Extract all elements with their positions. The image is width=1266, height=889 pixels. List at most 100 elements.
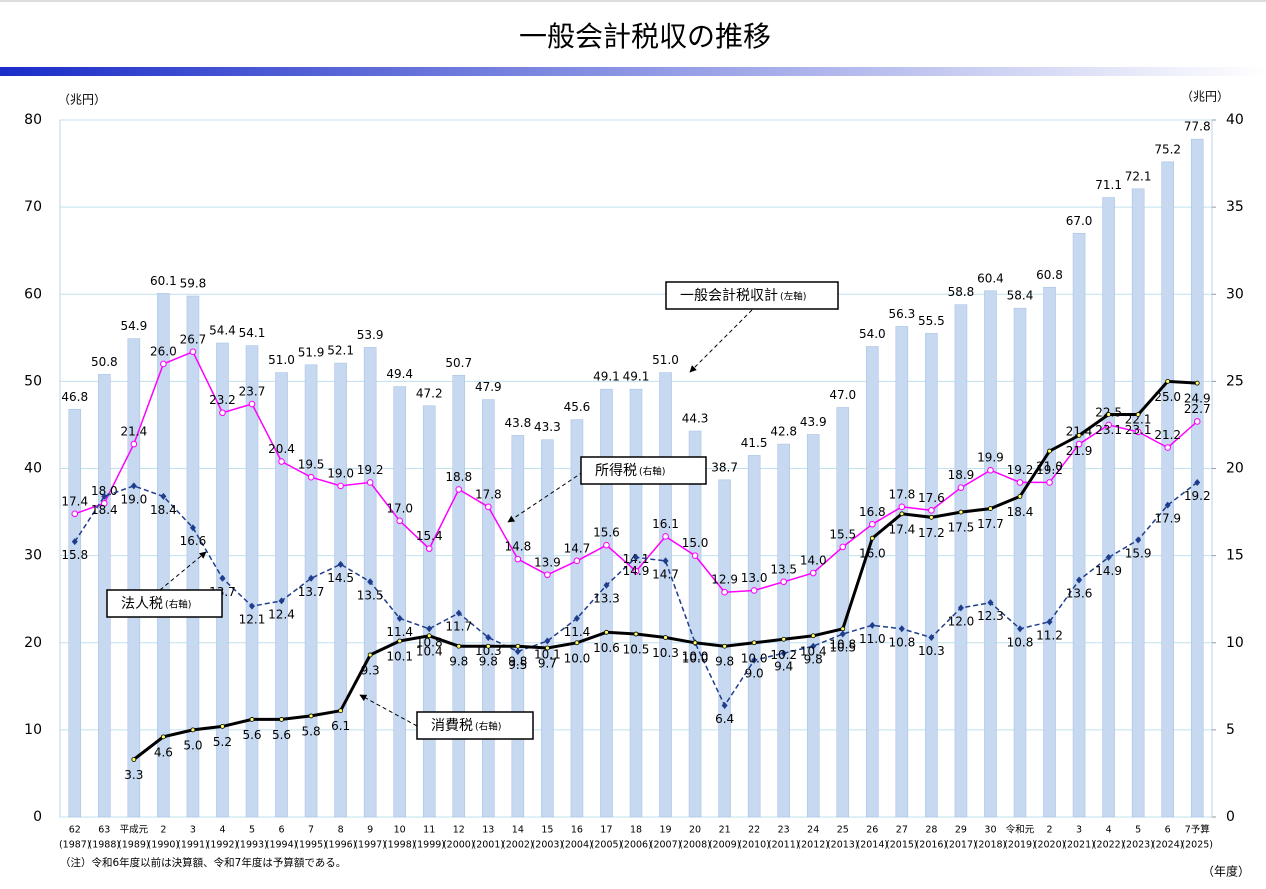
x-tick-label: 3: [1076, 825, 1082, 836]
line-value-label: 5.2: [213, 735, 232, 749]
x-tick-label: 17: [600, 825, 612, 836]
bar: [629, 388, 643, 818]
bar-value-label: 77.8: [1184, 120, 1211, 134]
line-marker: [307, 473, 315, 481]
line-marker: [928, 507, 935, 514]
line-value-label: 10.1: [386, 650, 413, 664]
bar: [452, 374, 466, 818]
line-value-label: 5.6: [242, 728, 261, 742]
bar: [511, 435, 525, 818]
line-marker: [367, 652, 373, 658]
line-value-label: 24.9: [1184, 392, 1211, 406]
line-value-label: 14.5: [327, 571, 354, 585]
line-marker: [249, 717, 255, 722]
line-value-label: 12.9: [711, 573, 738, 587]
line-value-label: 10.1: [534, 648, 561, 662]
bar-value-label: 47.2: [416, 386, 443, 400]
bar-value-label: 49.1: [623, 370, 650, 384]
bar-value-label: 47.0: [829, 388, 856, 402]
annotation-box: [665, 281, 839, 310]
legend-label: 法人税: [121, 596, 163, 612]
x-tick-label: 27: [896, 825, 908, 836]
line-marker: [248, 400, 256, 408]
bar: [1131, 188, 1145, 818]
line-value-label: 10.5: [623, 643, 650, 657]
line-value-label: 10.0: [682, 651, 709, 665]
bar-value-label: 43.9: [800, 415, 827, 429]
bar: [895, 326, 909, 818]
x-tick-label: 25: [837, 825, 849, 836]
line-value-label: 5.0: [183, 738, 202, 752]
y-tick-label: 50: [24, 373, 42, 389]
line-value-label: 21.2: [1154, 428, 1181, 442]
bar-value-label: 75.2: [1154, 142, 1181, 156]
line-value-label: 15.6: [593, 526, 620, 540]
line-value-label: 10.2: [770, 648, 797, 662]
line-marker: [101, 500, 108, 507]
line-marker: [308, 713, 314, 719]
line-marker: [189, 524, 196, 532]
line-value-label: 13.5: [357, 588, 384, 602]
x-tick-label: 3: [190, 825, 196, 836]
line-value-label: 9.8: [449, 655, 468, 669]
y-tick-label: 0: [33, 809, 42, 825]
line-value-label: 13.5: [770, 562, 797, 576]
x-tick-label: 7予算: [1185, 824, 1210, 836]
line-value-label: 5.8: [302, 724, 321, 738]
line-value-label: 23.2: [209, 393, 236, 407]
x-tick-label: 23: [778, 825, 790, 836]
line-marker: [425, 545, 433, 552]
line-marker: [279, 717, 284, 722]
line-value-label: 11.4: [564, 625, 591, 639]
line-value-label: 21.9: [1066, 444, 1093, 458]
bar-value-label: 56.3: [888, 307, 915, 321]
x-tick-year: (2008): [679, 840, 711, 851]
y-tick-label: 20: [24, 635, 42, 651]
y-tick-label: 70: [24, 199, 42, 215]
x-tick-year: (2007): [650, 840, 682, 851]
bar-value-label: 43.8: [504, 416, 531, 430]
line-marker: [514, 647, 521, 655]
x-tick-label: 26: [866, 825, 878, 836]
bar-value-label: 47.9: [475, 380, 502, 394]
line-marker: [810, 633, 816, 639]
line-marker: [840, 626, 846, 632]
x-tick-label: 5: [249, 825, 255, 836]
line-value-label: 15.8: [61, 548, 88, 562]
line-marker: [839, 630, 846, 638]
bar-value-label: 58.4: [1007, 289, 1034, 303]
x-tick-label: 7: [308, 825, 314, 836]
line-value-label: 9.5: [508, 658, 527, 672]
line-marker: [1016, 479, 1024, 486]
bar-value-label: 58.8: [948, 285, 975, 299]
chart-title: 一般会計税収の推移: [519, 20, 771, 53]
line-value-label: 15.9: [1125, 546, 1152, 560]
line-value-label: 17.8: [888, 487, 915, 501]
line-value-label: 21.4: [120, 425, 147, 439]
line-marker: [604, 629, 609, 635]
line-marker: [1076, 576, 1083, 584]
line-marker: [544, 571, 551, 579]
y2-tick-label: 20: [1226, 461, 1244, 477]
legend-axis-note: (右軸): [639, 466, 665, 478]
bar-value-label: 49.1: [593, 370, 620, 384]
line-value-label: 15.5: [829, 527, 856, 541]
bar: [688, 430, 702, 818]
annotation-arrow: [359, 694, 418, 727]
x-tick-label: 18: [630, 825, 642, 836]
y2-tick-label: 15: [1226, 548, 1244, 564]
bar: [925, 333, 938, 818]
annotation-box: [416, 711, 534, 740]
line-marker: [603, 541, 610, 549]
line-marker: [514, 555, 522, 563]
line-value-label: 14.7: [564, 541, 591, 555]
line-marker: [130, 482, 137, 490]
line-value-label: 17.7: [977, 517, 1004, 531]
bar-value-label: 41.5: [741, 436, 768, 450]
x-tick-label: 63: [98, 825, 110, 836]
line-marker: [751, 656, 758, 664]
line-marker: [71, 538, 78, 546]
line-value-label: 16.8: [859, 505, 886, 519]
line-value-label: 19.0: [327, 466, 354, 480]
